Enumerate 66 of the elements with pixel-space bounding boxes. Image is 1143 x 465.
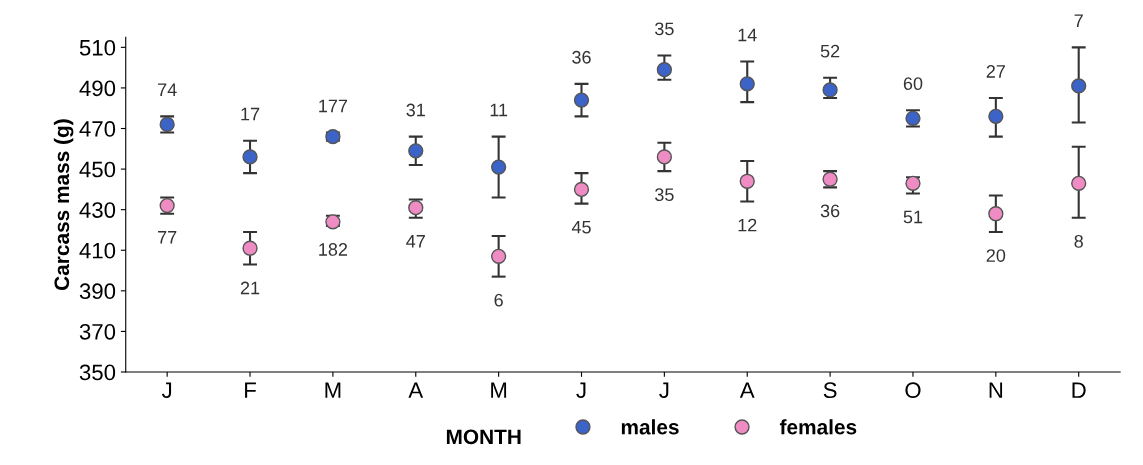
y-tick-label: 350 xyxy=(79,364,116,381)
x-tick-label: A xyxy=(408,382,424,398)
annotation: 11 xyxy=(490,103,508,117)
x-tick-label: F xyxy=(245,382,256,398)
annotation: 35 xyxy=(655,188,674,202)
annotation: 36 xyxy=(820,204,840,218)
point xyxy=(988,108,1004,124)
annotation: 47 xyxy=(406,235,425,248)
annotation: 74 xyxy=(158,83,177,96)
y-tick-label: 510 xyxy=(79,39,116,56)
annotation: 8 xyxy=(1074,234,1083,248)
x-tick-label: J xyxy=(576,382,586,399)
y-tick-label: 430 xyxy=(79,202,116,218)
y-tick-label: 370 xyxy=(79,323,116,340)
point xyxy=(656,149,673,165)
point xyxy=(408,143,424,159)
annotation: 20 xyxy=(986,249,1006,262)
point xyxy=(905,175,921,191)
annotation: 27 xyxy=(986,65,1005,78)
text: 35 xyxy=(655,22,674,36)
point xyxy=(490,248,507,264)
text: 7 xyxy=(1074,14,1083,27)
x-tick-label: J xyxy=(659,382,669,399)
x-tick-label: O xyxy=(905,382,921,399)
point xyxy=(1071,78,1087,94)
annotation: 60 xyxy=(903,77,923,91)
x-tick-label: D xyxy=(1072,382,1086,398)
x-tick-label: S xyxy=(823,382,837,399)
annotation: 14 xyxy=(738,28,757,42)
y-tick-label: 490 xyxy=(79,80,116,97)
y-axis-title: Carcass mass (g) xyxy=(53,119,74,291)
point xyxy=(490,159,507,175)
annotation: 45 xyxy=(571,220,591,234)
point xyxy=(822,82,838,98)
point xyxy=(739,76,755,92)
x-tick-label: M xyxy=(491,382,507,398)
point xyxy=(1071,175,1087,191)
point xyxy=(988,206,1004,222)
annotation: 21 xyxy=(240,281,260,295)
x-tick-label: A xyxy=(739,382,755,398)
annotation: 36 xyxy=(572,50,591,64)
annotation: 51 xyxy=(903,210,923,224)
legend-label: males xyxy=(621,419,679,435)
annotation: 77 xyxy=(158,231,177,244)
legend-label: females xyxy=(779,419,857,435)
x-tick-label: J xyxy=(161,382,172,399)
point xyxy=(242,149,258,165)
annotation: 31 xyxy=(406,103,425,117)
point xyxy=(573,181,590,198)
point xyxy=(739,173,755,189)
y-tick-label: 470 xyxy=(79,121,116,137)
point xyxy=(573,92,590,108)
annotation: 52 xyxy=(820,44,840,58)
annotation: 6 xyxy=(494,293,503,307)
annotation: 182 xyxy=(319,243,348,256)
annotation: 177 xyxy=(319,99,348,113)
x-axis-title: MONTH xyxy=(446,429,521,445)
annotation: 17 xyxy=(241,107,260,121)
point xyxy=(242,240,258,256)
y-tick-label: 410 xyxy=(79,242,116,259)
x-tick-label: M xyxy=(325,382,341,398)
x-tick-label: N xyxy=(989,382,1003,398)
annotation: 12 xyxy=(738,218,757,232)
y-tick-label: 390 xyxy=(79,283,116,300)
point xyxy=(656,62,673,78)
y-tick-label: 450 xyxy=(79,161,116,178)
